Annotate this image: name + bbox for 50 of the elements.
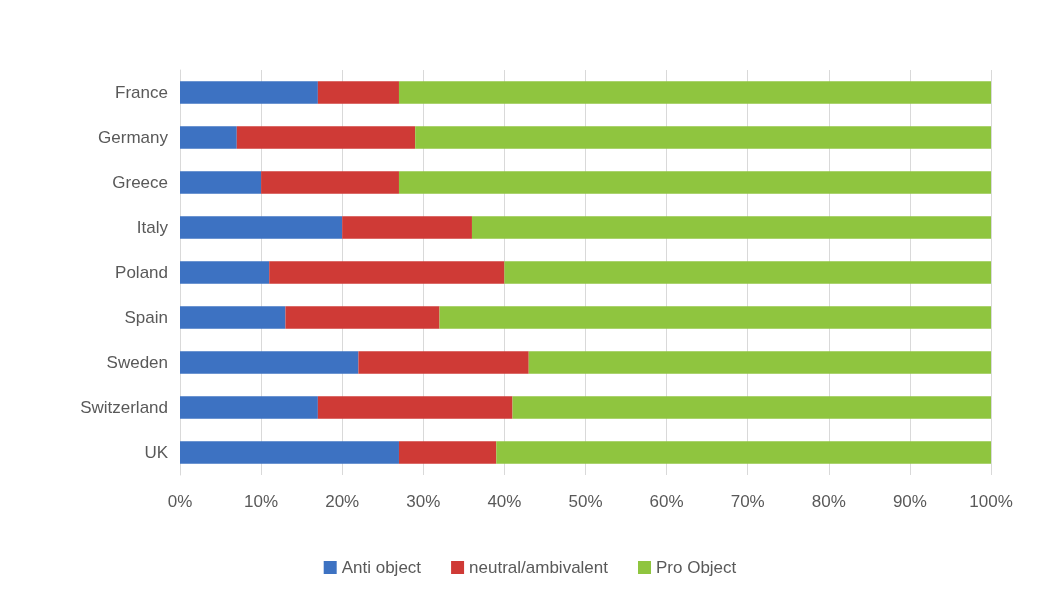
legend-label: neutral/ambivalent xyxy=(469,558,609,577)
bar xyxy=(180,216,343,239)
x-tick-label: 100% xyxy=(969,492,1013,511)
bar xyxy=(180,126,237,149)
x-tick-label: 30% xyxy=(406,492,441,511)
bar xyxy=(317,81,399,104)
y-tick-label: Poland xyxy=(115,263,168,282)
y-tick-label: Sweden xyxy=(106,353,168,372)
legend-label: Pro Object xyxy=(655,558,737,577)
bar xyxy=(180,351,359,374)
bar xyxy=(236,126,416,149)
x-tick-label: 90% xyxy=(892,492,927,511)
y-tick-label: Germany xyxy=(98,128,169,147)
bar xyxy=(358,351,529,374)
y-tick-label: Greece xyxy=(112,173,168,192)
bar xyxy=(285,306,440,329)
bar xyxy=(180,396,318,419)
y-tick-label: UK xyxy=(144,443,169,462)
bar xyxy=(180,81,318,104)
bar xyxy=(528,351,991,374)
y-tick-label: Switzerland xyxy=(80,398,168,417)
bar xyxy=(261,171,399,194)
x-tick-label: 0% xyxy=(167,492,193,511)
bar xyxy=(496,441,991,464)
bar xyxy=(504,261,991,284)
x-tick-label: 80% xyxy=(811,492,846,511)
legend-label: Anti object xyxy=(341,558,422,577)
bar xyxy=(439,306,991,329)
bar xyxy=(269,261,505,284)
x-tick-label: 70% xyxy=(730,492,765,511)
x-tick-label: 40% xyxy=(487,492,522,511)
x-tick-label: 20% xyxy=(325,492,360,511)
bar xyxy=(398,441,497,464)
bar xyxy=(398,81,991,104)
y-tick-label: Spain xyxy=(124,308,168,327)
bar xyxy=(180,171,262,194)
y-tick-label: Italy xyxy=(136,218,169,237)
bar xyxy=(471,216,991,239)
x-tick-label: 60% xyxy=(649,492,684,511)
bar xyxy=(415,126,991,149)
x-tick-label: 50% xyxy=(568,492,603,511)
bar xyxy=(180,441,399,464)
bar xyxy=(180,306,286,329)
y-tick-label: France xyxy=(115,83,168,102)
bar xyxy=(342,216,472,239)
bar xyxy=(512,396,991,419)
bar xyxy=(180,261,270,284)
bar xyxy=(398,171,991,194)
bar xyxy=(317,396,513,419)
x-tick-label: 10% xyxy=(244,492,279,511)
